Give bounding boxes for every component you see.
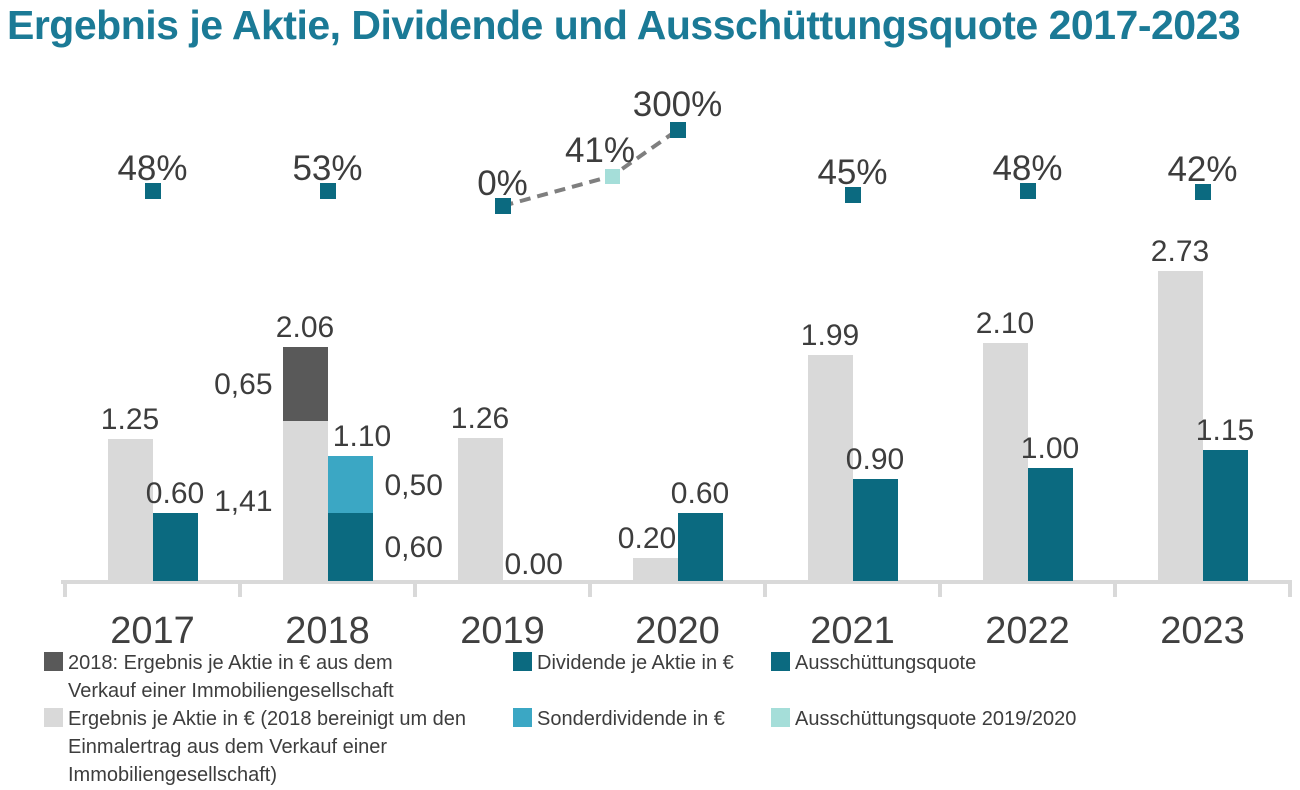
bar-div-2017 [152,512,198,581]
legend-item-payout: Ausschüttungsquote [771,649,976,677]
eps-total-label: 0.20 [617,522,677,556]
bar-eps-2019 [457,437,503,581]
bar-eps-2022 [982,342,1028,581]
segment-side-label: 0,60 [384,530,443,564]
legend-label: Ausschüttungsquote 2019/2020 [795,708,1077,730]
x-axis-tick [413,580,417,597]
div-total-label: 0.60 [670,476,730,510]
payout-marker-2020 [669,122,686,138]
eps-swatch [44,708,63,727]
x-axis-tick [1288,580,1292,597]
payout-label-2017: 48% [117,149,188,188]
x-axis-tick [938,580,942,597]
bar-eps-2020 [632,558,678,581]
bar-div-2022 [1027,467,1073,581]
segment-side-label: 0,50 [384,468,443,502]
x-axis-tick [1113,580,1117,597]
eps-total-label: 2.73 [1150,235,1210,269]
x-axis-tick [588,580,592,597]
legend-item-eps-sale: 2018: Ergebnis je Aktie in € aus dem Ver… [44,649,394,705]
bar-eps-2017 [107,439,153,581]
special-dividend-swatch [513,708,532,727]
bar-div-2021 [852,478,898,581]
payout-label-2021: 45% [817,153,888,192]
eps-total-label: 2.10 [975,306,1035,340]
legend-label: Einmalertrag aus dem Verkauf einer [68,736,388,758]
year-label-2019: 2019 [460,610,545,652]
year-label-2020: 2020 [635,610,720,652]
x-axis-tick [63,580,67,597]
segment-side-label: 1,41 [214,484,273,518]
eps-total-label: 1.26 [450,401,510,435]
payout-marker-2017 [144,183,161,199]
payout-marker-2023 [1194,184,1211,200]
div-total-label: 0.00 [504,548,563,581]
bar-div-2018 [327,512,373,581]
dividend-swatch [513,652,532,671]
legend-label: Sonderdividende in € [537,708,725,730]
payout-marker-2019 [494,198,511,214]
legend-label: Verkauf einer Immobiliengesellschaft [68,680,394,702]
year-label-2021: 2021 [810,610,895,652]
payout-marker-2022 [1019,183,1036,199]
payout-marker-2021 [844,187,861,203]
payout-label-2023: 42% [1167,150,1238,189]
payout-swatch [771,652,790,671]
x-axis-line [61,580,1292,584]
legend-item-special-dividend: Sonderdividende in € [513,705,725,733]
year-label-2023: 2023 [1160,610,1245,652]
bar-div-2023 [1202,450,1248,581]
legend-label: Dividende je Aktie in € [537,652,734,674]
div-total-label: 0.90 [845,442,905,476]
eps-total-label: 1.25 [100,403,160,437]
interim-payout-marker [604,168,620,184]
year-label-2022: 2022 [985,610,1070,652]
bar-eps-2023 [1157,271,1203,581]
legend-item-payout-1920: Ausschüttungsquote 2019/2020 [771,705,1076,733]
div-total-label: 1.10 [332,420,392,454]
bar-div-2020 [677,512,723,581]
bar-special_div-2018 [327,456,373,513]
legend-label: Immobiliengesellschaft) [68,764,277,786]
legend-label: 2018: Ergebnis je Aktie in € aus dem [68,652,393,674]
payout-label-2018: 53% [292,149,363,188]
bar-eps-2018 [282,420,328,581]
year-label-2017: 2017 [110,610,195,652]
interim-payout-label: 41% [564,131,636,170]
payout-label-2020: 300% [632,85,723,124]
legend-item-eps: Ergebnis je Aktie in € (2018 bereinigt u… [44,705,466,789]
eps-sale-swatch [44,652,63,671]
div-total-label: 0.60 [145,476,205,510]
payout-marker-2018 [319,183,336,199]
eps-total-label: 2.06 [275,311,335,345]
payout-label-2019: 0% [477,164,528,203]
segment-side-label: 0,65 [214,368,273,402]
legend-label: Ausschüttungsquote [795,652,977,674]
eps-total-label: 1.99 [800,319,860,353]
legend-label: Ergebnis je Aktie in € (2018 bereinigt u… [68,708,467,730]
bar-eps-2021 [807,355,853,581]
div-total-label: 1.15 [1195,414,1255,448]
bar-eps_sale-2018 [282,347,328,421]
year-label-2018: 2018 [285,610,370,652]
payout-label-2022: 48% [992,149,1063,188]
x-axis-tick [763,580,767,597]
payout-1920-swatch [771,708,790,727]
legend-item-dividend: Dividende je Aktie in € [513,649,734,677]
chart-title: Ergebnis je Aktie, Dividende und Ausschü… [7,2,1241,48]
div-total-label: 1.00 [1020,431,1080,465]
x-axis-tick [238,580,242,597]
